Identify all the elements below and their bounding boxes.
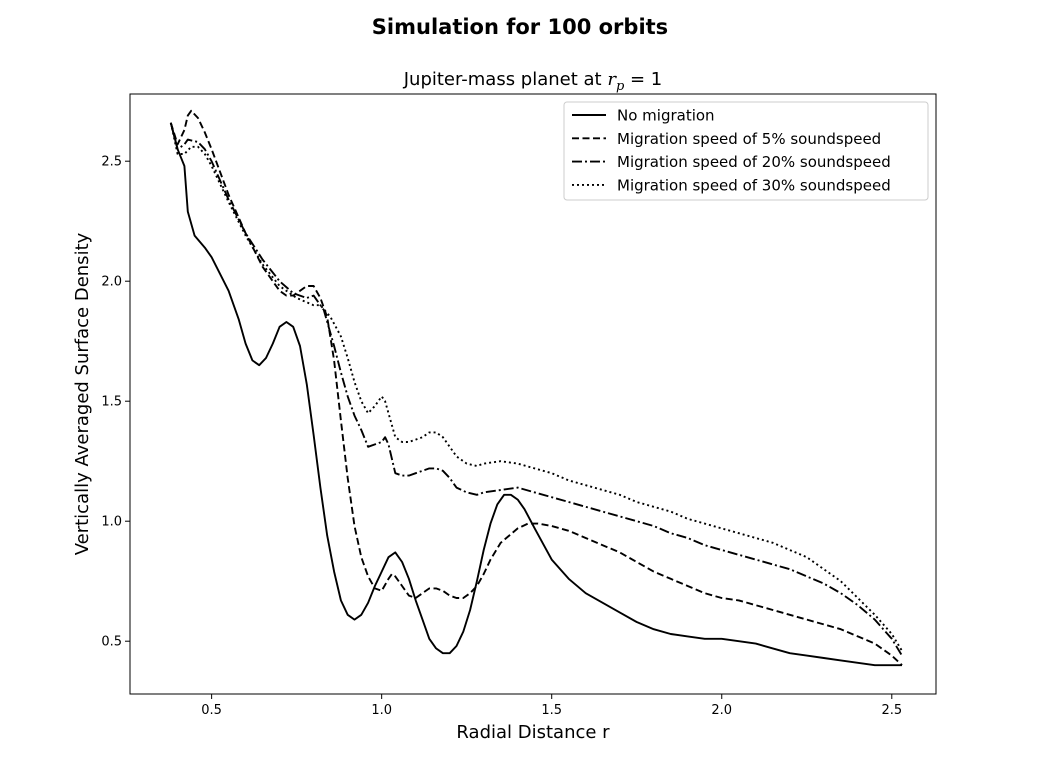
chart-title: Simulation for 100 orbits [372,15,668,39]
legend-box [563,101,929,201]
x-tick-label: 1.0 [371,703,392,718]
chart-subtitle: Jupiter-mass planet at rp = 1 [403,69,663,94]
series-line-no-migration [169,122,902,667]
y-tick-label: 0.5 [101,635,122,650]
y-tick-label: 1.5 [101,395,122,410]
subtitle-prefix: Jupiter-mass planet at [403,69,608,90]
series-line-migration-speed-of-20pct-soundspeed [169,122,903,657]
x-tick-label: 0.5 [201,703,222,718]
x-tick-label: 2.5 [881,703,902,718]
x-axis-ticks: 0.5 1.0 1.5 2.0 2.5 [201,694,902,718]
legend-label-migration-speed-of-20pct-soundspeed: Migration speed of 20% soundspeed [617,153,891,171]
y-tick-label: 1.0 [101,515,122,530]
x-tick-label: 1.5 [541,703,562,718]
x-tick-label: 2.0 [711,703,732,718]
x-axis-label: Radial Distance r [456,722,610,743]
legend: No migration Migration speed of 5% sounds… [563,101,929,201]
legend-label-no-migration: No migration [617,107,715,125]
legend-entries: No migration Migration speed of 5% sounds… [572,107,891,194]
legend-label-migration-speed-of-30pct-soundspeed: Migration speed of 30% soundspeed [617,176,891,194]
y-axis-label: Vertically Averaged Surface Density [72,232,93,555]
y-tick-label: 2.5 [101,155,122,170]
plot-frame [129,93,937,695]
subtitle-math-suffix: = 1 [624,69,662,90]
y-tick-label: 2.0 [101,275,122,290]
legend-label-migration-speed-of-5pct-soundspeed: Migration speed of 5% soundspeed [617,130,881,148]
subtitle-math-subscript: p [616,79,625,94]
y-axis-ticks: 0.5 1.0 1.5 2.0 2.5 [101,155,130,650]
series-line-migration-speed-of-30pct-soundspeed [169,122,903,652]
series-line-migration-speed-of-5pct-soundspeed [169,109,903,666]
plot-lines [169,109,903,667]
subtitle-math-symbol: r [607,69,617,90]
